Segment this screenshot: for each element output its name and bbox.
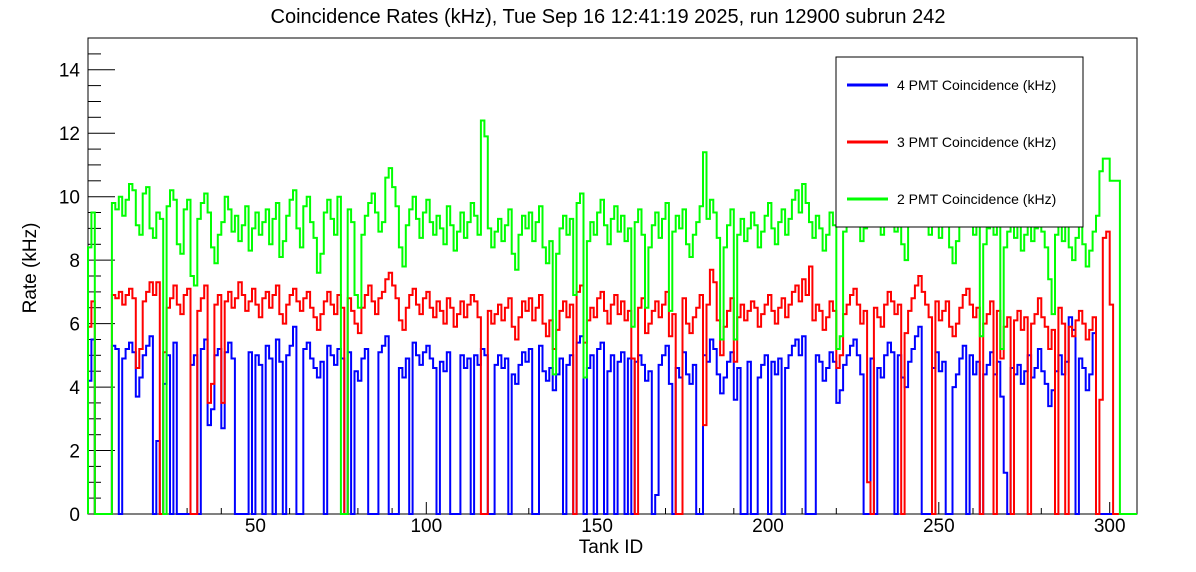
histogram-series-4pmt [87,316,1137,515]
legend-label-2pmt: 2 PMT Coincidence (kHz) [897,191,1056,207]
y-tick-label: 2 [69,442,80,463]
y-tick-label: 6 [69,315,80,336]
y-axis-title: Rate (kHz) [20,223,41,314]
x-tick-label: 100 [410,516,442,537]
x-tick-label: 200 [752,516,784,537]
y-tick-label: 0 [69,505,80,526]
y-tick-label: 10 [59,188,80,209]
x-axis-title: Tank ID [579,537,643,558]
y-tick-label: 4 [69,378,80,399]
legend-label-4pmt: 4 PMT Coincidence (kHz) [897,77,1056,93]
histogram-series-3pmt [87,230,1137,515]
y-tick-label: 8 [69,251,80,272]
x-tick-label: 300 [1094,516,1126,537]
legend-label-3pmt: 3 PMT Coincidence (kHz) [897,134,1056,150]
legend-entry-2pmt: 2 PMT Coincidence (kHz) [847,191,1056,207]
x-tick-label: 50 [245,516,266,537]
legend: 4 PMT Coincidence (kHz) 3 PMT Coincidenc… [835,56,1084,228]
y-tick-label: 12 [59,124,80,145]
histogram-series-2pmt [87,119,1137,515]
chart-title: Coincidence Rates (kHz), Tue Sep 16 12:4… [271,6,946,28]
legend-entry-4pmt: 4 PMT Coincidence (kHz) [847,77,1056,93]
legend-entry-3pmt: 3 PMT Coincidence (kHz) [847,134,1056,150]
plot-area: 50 100 150 200 250 300 0 2 4 6 8 10 12 14 [59,53,1137,537]
y-tick-label: 14 [59,61,81,82]
x-tick-label: 250 [923,516,955,537]
x-tick-label: 150 [581,516,613,537]
